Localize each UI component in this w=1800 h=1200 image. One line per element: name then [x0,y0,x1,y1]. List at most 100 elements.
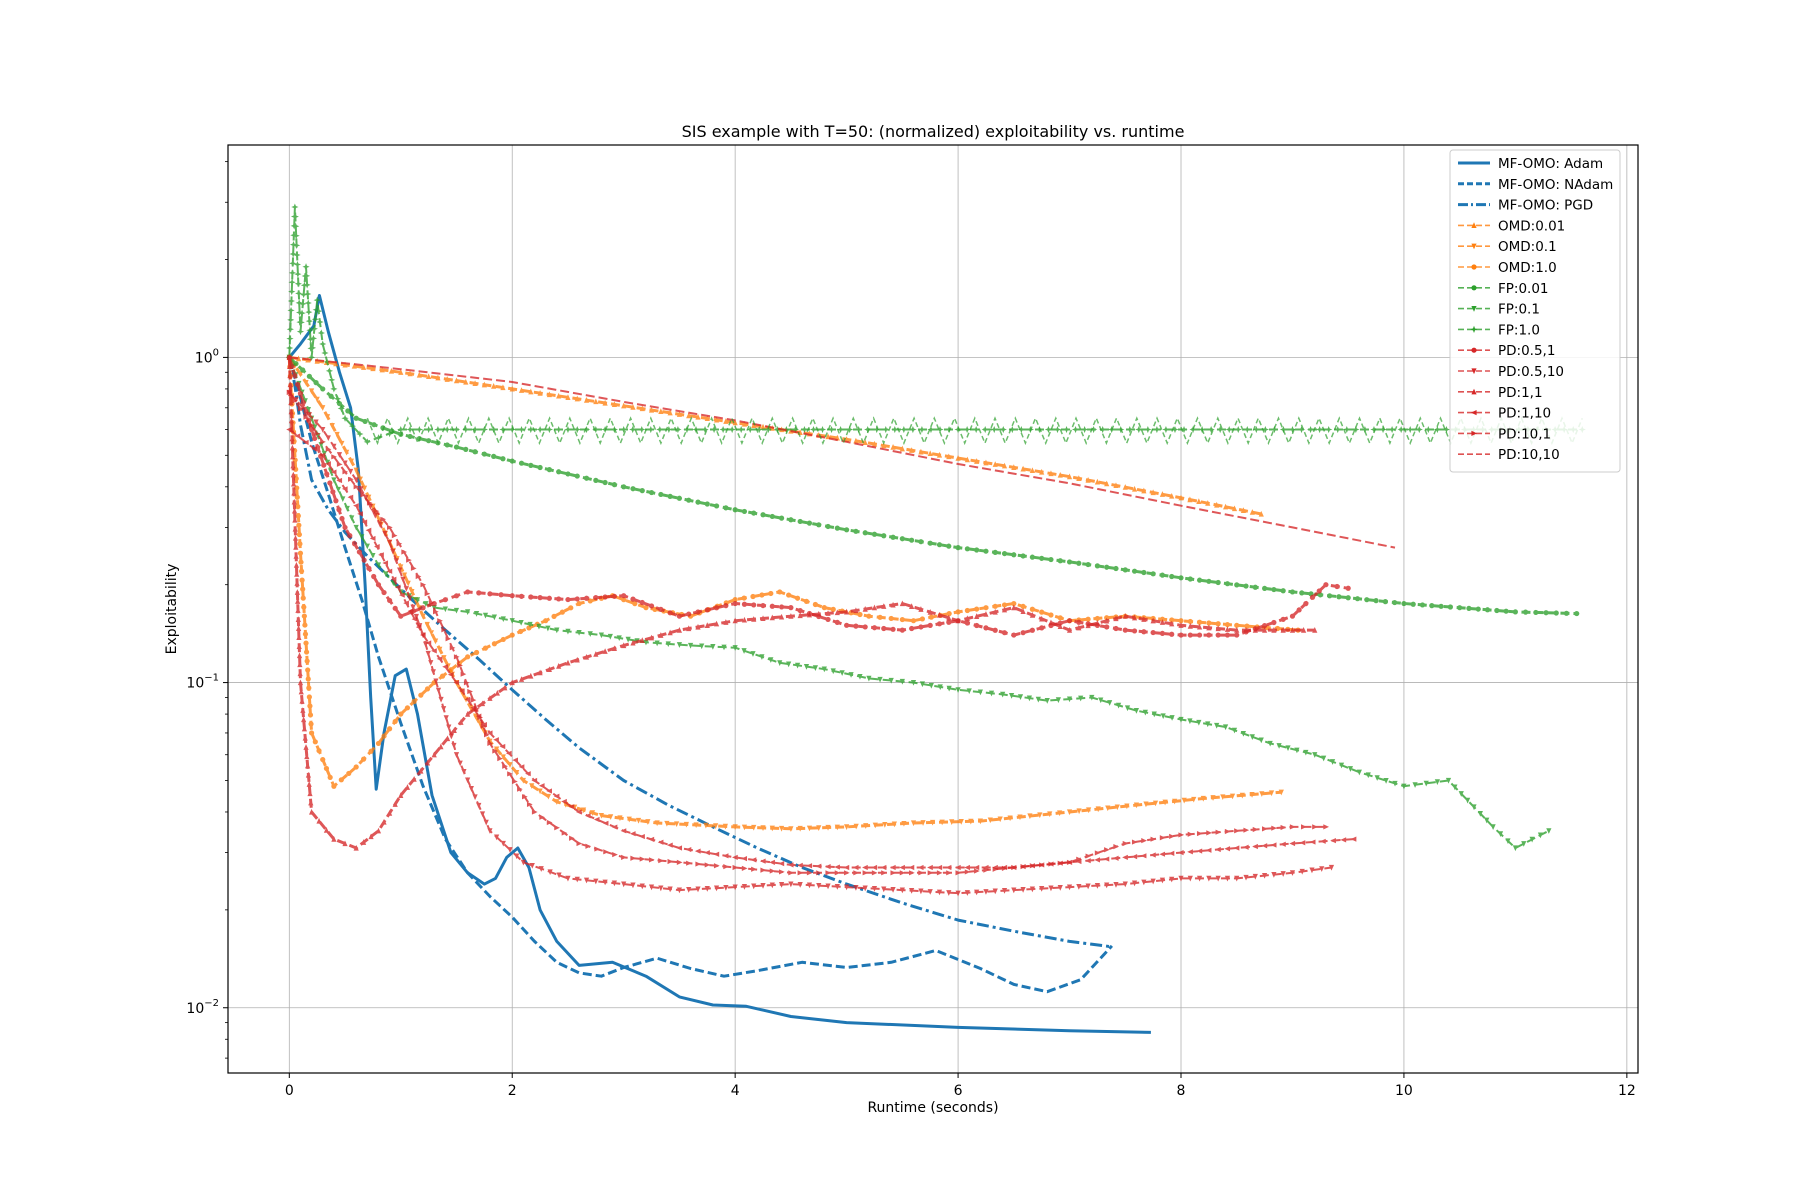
data-point-marker [428,660,434,666]
data-point-marker [1240,730,1247,737]
data-point-marker [844,527,850,533]
data-point-marker [465,710,471,717]
data-point-marker [1114,804,1120,811]
data-point-marker [1113,625,1119,632]
data-point-marker [295,625,302,631]
data-point-marker [323,826,330,833]
data-point-marker [520,777,526,784]
data-point-marker [1152,800,1159,807]
data-point-marker [1205,847,1212,853]
data-point-marker [364,543,370,550]
series-mf-omo-nadam [287,357,1114,994]
series-line [288,391,1326,874]
data-point-marker [292,232,300,240]
data-point-marker [1546,828,1552,834]
data-point-marker [834,525,840,531]
data-point-marker [825,824,831,831]
data-point-marker [888,677,894,684]
data-point-marker [291,489,297,496]
data-point-marker [862,439,868,446]
data-point-marker [298,568,305,574]
data-point-marker [1122,881,1128,888]
data-point-marker [370,552,376,559]
data-point-marker [441,706,447,712]
data-point-marker [370,365,376,372]
data-point-marker [526,625,532,631]
data-point-marker [806,863,813,869]
data-point-marker [301,613,307,619]
data-point-marker [546,666,552,673]
data-point-marker [584,813,591,819]
data-point-marker [1196,830,1203,837]
legend-label: MF-OMO: NAdam [1498,177,1613,193]
data-point-marker [639,883,645,890]
data-point-marker [852,864,859,871]
data-point-marker [1252,627,1258,633]
data-point-marker [877,614,883,620]
data-point-marker [1222,503,1229,510]
data-point-marker [1094,478,1101,485]
data-point-marker [1150,571,1156,577]
data-point-marker [853,623,859,629]
data-point-marker [1329,759,1336,765]
data-point-marker [1104,882,1110,889]
data-point-marker [686,887,692,893]
data-point-marker [741,648,747,654]
data-point-marker [537,464,543,471]
data-point-marker [303,379,309,386]
data-point-marker [313,296,321,304]
data-point-marker [1187,576,1193,582]
data-point-marker [347,494,354,500]
data-point-marker [920,820,926,826]
x-tick-label: 4 [731,1083,740,1099]
data-point-marker [1233,845,1240,851]
data-point-marker [319,340,327,348]
data-point-marker [844,870,850,876]
data-point-marker [676,887,683,894]
series-fp-0-01 [286,354,1580,617]
data-point-marker [1280,588,1286,594]
data-point-marker [1512,845,1518,852]
legend-entry: OMD:1.0 [1458,260,1557,276]
data-point-marker [667,886,673,893]
data-point-marker [1085,883,1091,890]
data-point-marker [974,868,980,874]
data-point-marker [871,440,878,447]
data-point-marker [290,453,296,460]
data-point-marker [1271,825,1277,831]
data-point-marker [514,770,520,776]
data-point-marker [918,624,924,630]
data-point-marker [964,546,970,552]
data-point-marker [797,518,803,525]
data-point-marker [444,376,450,382]
data-point-marker [964,869,971,875]
data-point-marker [1017,425,1025,434]
data-point-marker [844,622,850,628]
data-point-marker [531,777,538,784]
data-point-marker [694,848,701,854]
data-point-marker [880,864,887,871]
legend-label: PD:1,10 [1498,406,1551,422]
data-point-marker [306,373,312,379]
data-point-marker [918,539,924,545]
data-point-marker [958,819,964,825]
data-point-marker [936,864,943,871]
legend-label: PD:10,10 [1498,447,1560,463]
data-point-marker [1196,498,1202,505]
data-point-marker [1268,790,1275,797]
data-point-marker [396,541,403,547]
data-point-marker [1471,804,1477,811]
legend-entry: OMD:0.1 [1458,239,1557,255]
data-point-marker [901,820,907,827]
y-tick-exponent: 0 [213,347,219,358]
data-point-marker [1048,556,1054,563]
data-point-marker [361,756,367,762]
data-point-marker [1382,599,1388,605]
data-point-marker [1133,708,1140,714]
data-point-marker [1135,425,1143,434]
data-point-marker [442,606,448,613]
data-point-marker [946,685,952,692]
data-point-marker [1370,425,1378,434]
data-point-marker [1452,784,1458,791]
data-point-marker [909,870,915,876]
